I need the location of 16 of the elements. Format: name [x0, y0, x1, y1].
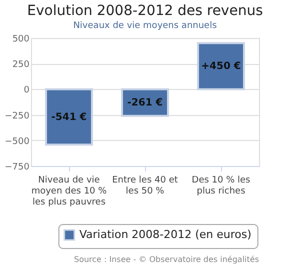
legend-label: Variation 2008-2012 (en euros) — [79, 228, 252, 241]
y-tick-label: 500 — [12, 34, 30, 44]
data-label: -541 € — [51, 112, 87, 123]
source-note: Source : Insee - © Observatoire des inégalités — [74, 255, 259, 264]
x-tick-label: Des 10 % les plus riches — [192, 176, 251, 196]
chart-title: Evolution 2008-2012 des revenus — [27, 3, 263, 19]
y-tick-label: 0 — [24, 86, 30, 96]
data-label: -261 € — [127, 98, 163, 109]
data-label: +450 € — [201, 61, 241, 72]
y-tick-label: −250 — [4, 111, 30, 122]
y-tick-label: 250 — [12, 60, 30, 70]
y-tick-label: −500 — [4, 136, 30, 147]
y-tick-label: −750 — [4, 162, 30, 172]
x-tick-label: Entre les 40 et les 50 % — [112, 176, 178, 196]
x-tick-label: Niveau de vie moyen des 10 % les plus pauvres — [31, 176, 108, 208]
chart-subtitle: Niveaux de vie moyens annuels — [73, 21, 218, 31]
